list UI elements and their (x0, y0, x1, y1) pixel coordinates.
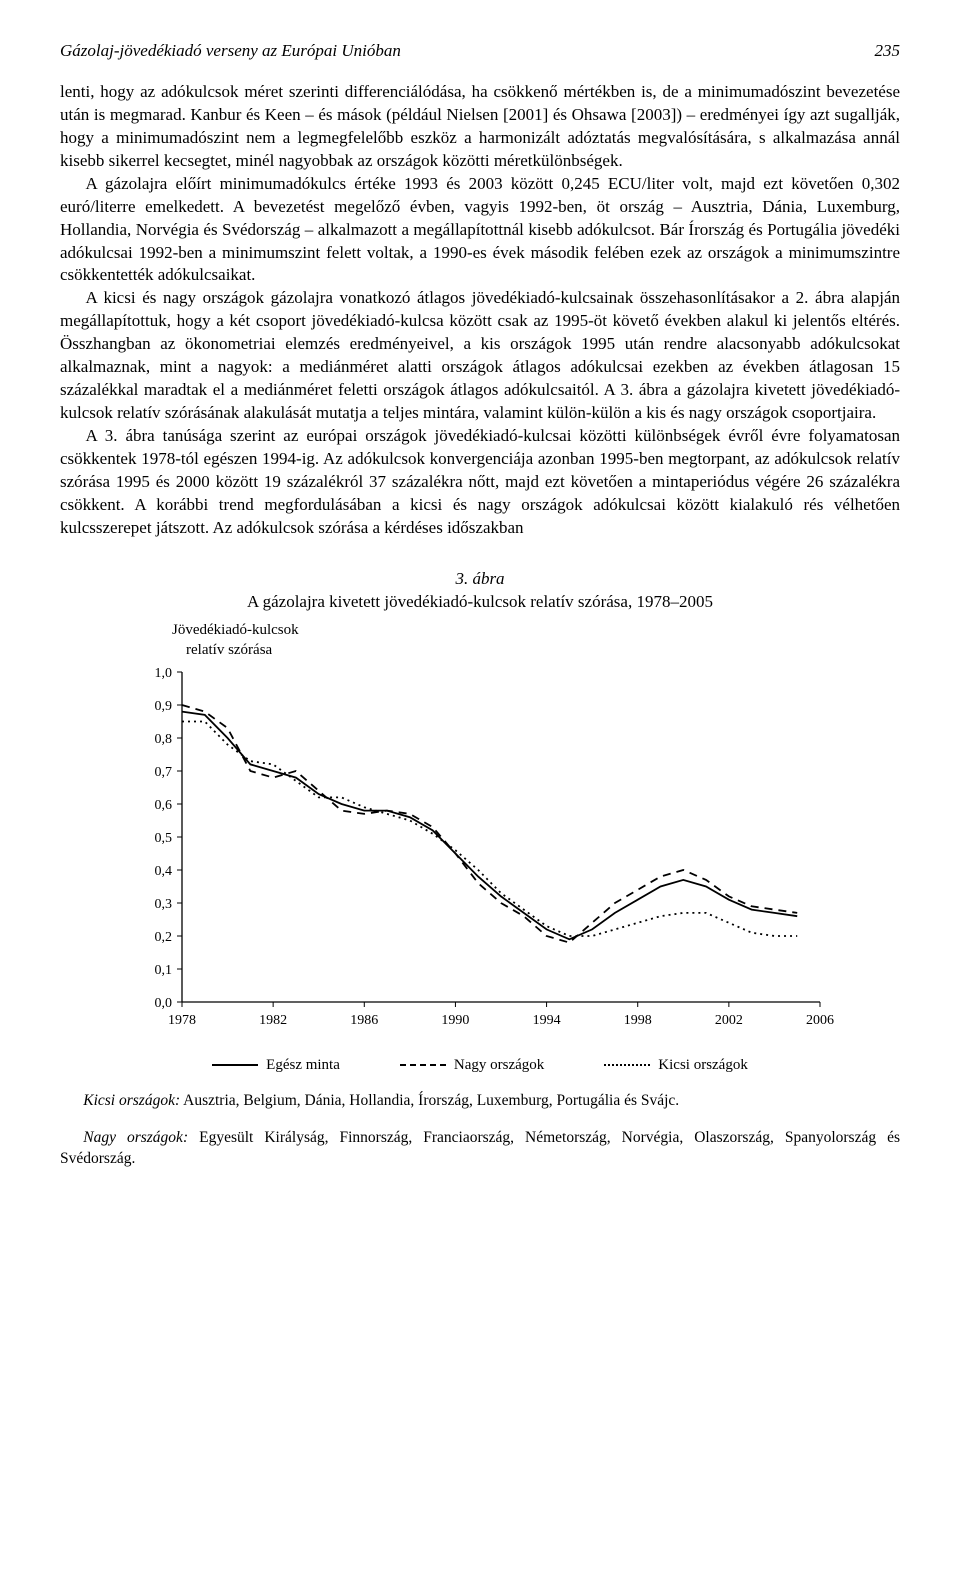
legend-item-large: Nagy országok (400, 1055, 544, 1075)
chart-container: Jövedékiadó-kulcsok relatív szórása 0,00… (120, 620, 840, 1076)
svg-text:0,7: 0,7 (155, 765, 173, 780)
running-header: Gázolaj-jövedékiadó verseny az Európai U… (60, 40, 900, 63)
svg-text:1978: 1978 (168, 1013, 196, 1028)
paragraph-3: A kicsi és nagy országok gázolajra vonat… (60, 287, 900, 425)
footnote-small: Kicsi országok: Ausztria, Belgium, Dánia… (60, 1091, 900, 1112)
svg-text:0,9: 0,9 (155, 699, 173, 714)
legend-line-dashed (400, 1064, 446, 1066)
legend-line-dotted (604, 1064, 650, 1066)
svg-text:2006: 2006 (806, 1013, 834, 1028)
svg-text:1,0: 1,0 (155, 666, 173, 681)
legend-line-solid (212, 1064, 258, 1066)
paragraph-4: A 3. ábra tanúsága szerint az európai or… (60, 425, 900, 540)
figure-title: A gázolajra kivetett jövedékiadó-kulcsok… (60, 591, 900, 614)
svg-text:1998: 1998 (624, 1013, 652, 1028)
svg-text:0,5: 0,5 (155, 831, 173, 846)
svg-text:1990: 1990 (441, 1013, 469, 1028)
figure-caption: 3. ábra A gázolajra kivetett jövedékiadó… (60, 568, 900, 614)
chart-legend: Egész minta Nagy országok Kicsi országok (120, 1055, 840, 1075)
svg-text:0,3: 0,3 (155, 897, 173, 912)
svg-text:1986: 1986 (350, 1013, 378, 1028)
legend-item-small: Kicsi országok (604, 1055, 748, 1075)
y-axis-label: Jövedékiadó-kulcsok relatív szórása (172, 620, 840, 661)
svg-text:0,1: 0,1 (155, 963, 173, 978)
figure-number: 3. ábra (455, 569, 504, 588)
svg-text:0,4: 0,4 (155, 864, 173, 879)
paragraph-1: lenti, hogy az adókulcsok méret szerinti… (60, 81, 900, 173)
svg-text:1994: 1994 (533, 1013, 561, 1028)
page-number: 235 (875, 40, 901, 63)
svg-text:0,0: 0,0 (155, 996, 173, 1011)
footnote-large: Nagy országok: Egyesült Királyság, Finno… (60, 1128, 900, 1170)
running-title: Gázolaj-jövedékiadó verseny az Európai U… (60, 40, 401, 63)
svg-text:0,6: 0,6 (155, 798, 173, 813)
svg-text:2002: 2002 (715, 1013, 743, 1028)
paragraph-2: A gázolajra előírt minimumadókulcs érték… (60, 173, 900, 288)
svg-text:0,2: 0,2 (155, 930, 173, 945)
legend-item-full: Egész minta (212, 1055, 340, 1075)
svg-text:1982: 1982 (259, 1013, 287, 1028)
line-chart: 0,0 0,1 0,2 0,3 0,4 0,5 0,6 0,7 0,8 0,9 1,0 1978 198… (120, 662, 840, 1042)
svg-text:0,8: 0,8 (155, 732, 173, 747)
